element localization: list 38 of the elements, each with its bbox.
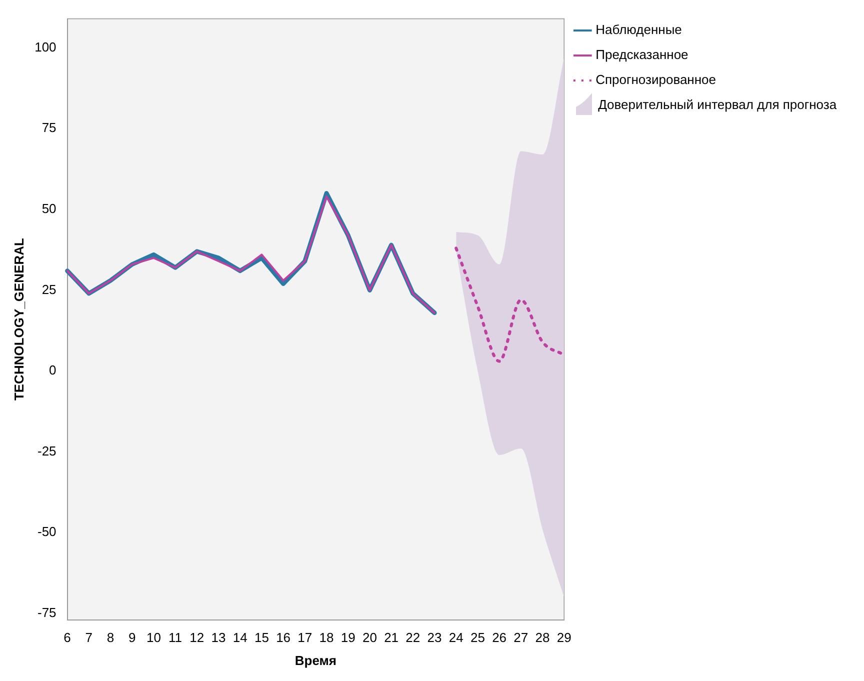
x-tick-label: 22 <box>406 630 420 646</box>
x-tick-label: 15 <box>254 630 269 646</box>
x-tick-label: 14 <box>232 630 248 646</box>
y-tick-label: -25 <box>37 443 56 458</box>
y-tick-label: 100 <box>34 39 56 54</box>
x-tick-label: 11 <box>168 630 182 646</box>
x-tick-label: 26 <box>492 630 507 646</box>
x-tick-label: 6 <box>64 630 71 646</box>
x-tick-label: 18 <box>319 630 334 646</box>
legend-label: Спрогнозированное <box>596 72 716 88</box>
text: Доверительный интервал для прогноза <box>598 96 837 112</box>
x-tick-label: 13 <box>211 630 226 646</box>
x-tick-label: 8 <box>106 630 114 646</box>
x-tick-label: 12 <box>190 630 204 646</box>
x-tick-label: 21 <box>384 630 399 646</box>
x-tick-label: 20 <box>362 630 377 646</box>
x-tick-label: 25 <box>470 630 485 646</box>
y-tick-label: 50 <box>42 201 56 216</box>
x-tick-label: 10 <box>146 630 161 646</box>
x-tick-label: 7 <box>85 630 93 646</box>
legend-label: Предсказанное <box>596 47 688 62</box>
y-axis-title: TECHNOLOGY_GENERAL <box>11 238 26 401</box>
x-tick-label: 9 <box>128 630 136 646</box>
x-tick-label: 23 <box>427 630 442 646</box>
x-tick-label: 29 <box>556 630 572 646</box>
x-tick-label: 19 <box>340 630 356 646</box>
x-tick-label: 16 <box>276 630 291 646</box>
x-tick-label: 17 <box>298 630 312 646</box>
y-tick-label: -50 <box>37 524 56 540</box>
x-tick-label: 24 <box>448 630 464 646</box>
y-tick-label: 0 <box>49 362 56 378</box>
y-tick-label: -75 <box>37 604 56 620</box>
x-tick-label: 27 <box>514 630 528 646</box>
legend-label: Наблюденные <box>596 22 682 38</box>
y-tick-label: 25 <box>42 282 56 297</box>
x-tick-label: 28 <box>535 630 550 646</box>
x-axis-title: Время <box>294 652 336 668</box>
y-tick-label: 75 <box>42 120 56 136</box>
